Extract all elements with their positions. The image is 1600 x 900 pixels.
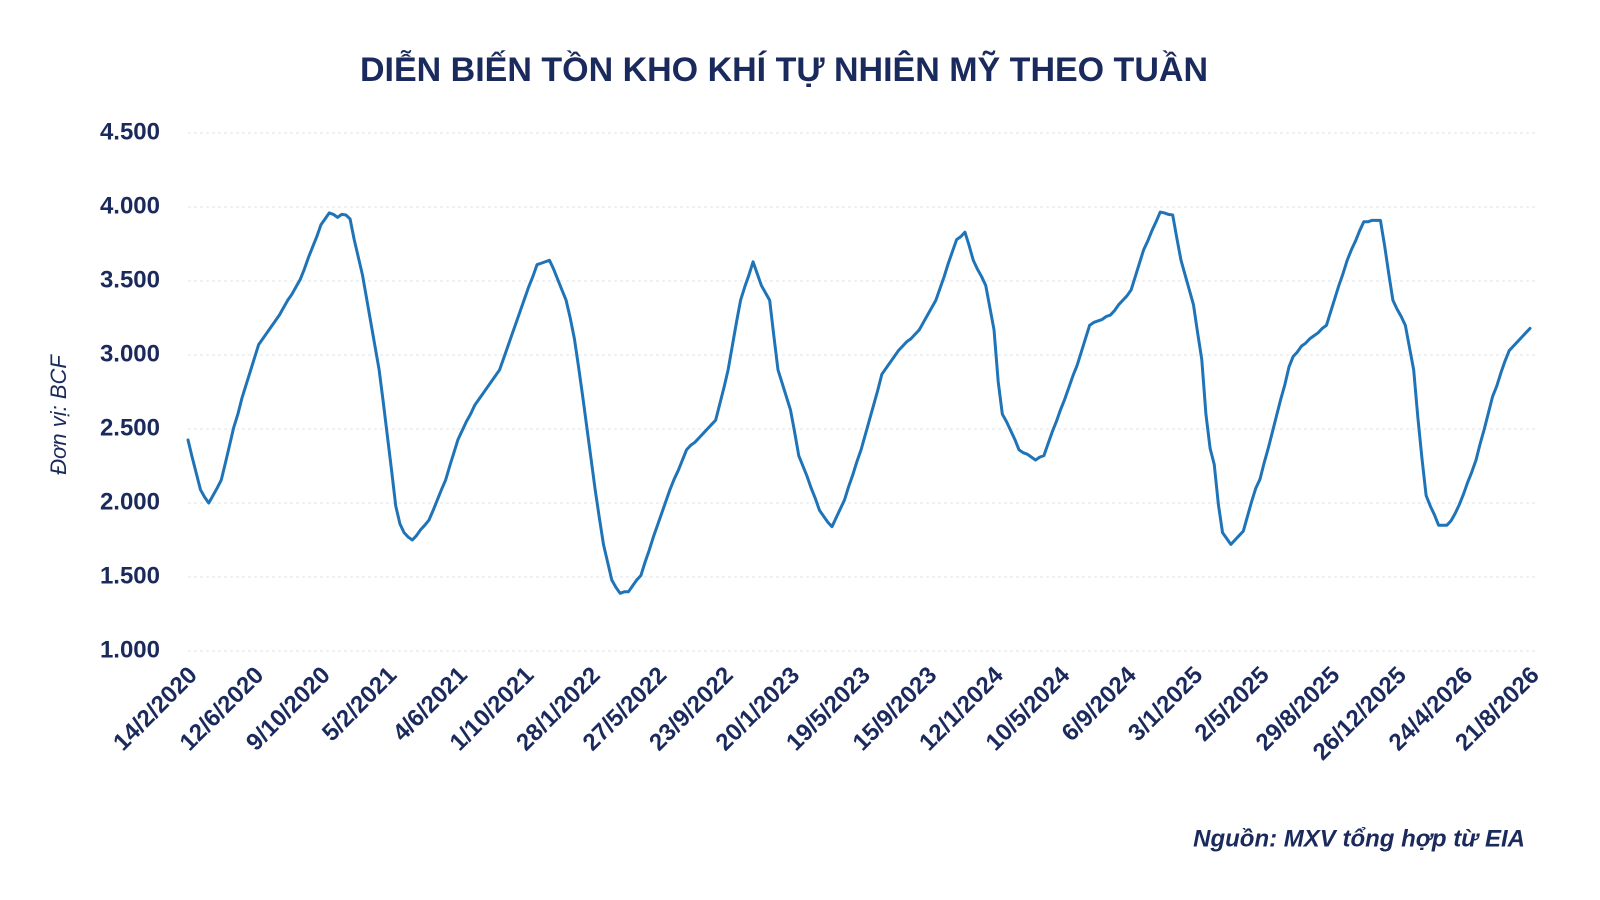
y-tick-label: 2.000 [100, 488, 160, 515]
chart-title: DIỄN BIẾN TỒN KHO KHÍ TỰ NHIÊN MỸ THEO T… [360, 51, 1208, 89]
data-line [186, 210, 1532, 595]
source-note: Nguồn: MXV tổng hợp từ EIA [1193, 825, 1525, 852]
y-tick-label: 4.500 [100, 118, 160, 145]
y-tick-label: 4.000 [100, 192, 160, 219]
y-tick-label: 2.500 [100, 414, 160, 441]
y-tick-label: 1.000 [100, 636, 160, 663]
y-tick-label: 1.500 [100, 562, 160, 589]
y-axis-label: Đơn vị: BCF [46, 354, 71, 475]
y-tick-label: 3.000 [100, 340, 160, 367]
y-tick-label: 3.500 [100, 266, 160, 293]
